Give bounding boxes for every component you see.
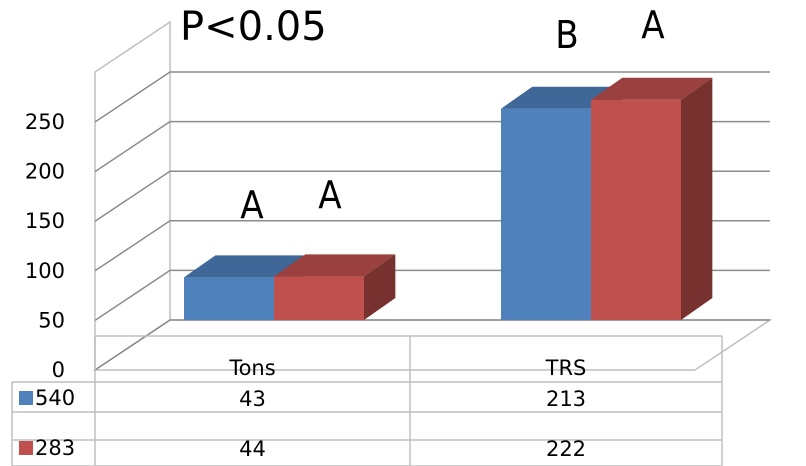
bar-side-283-Tons xyxy=(364,254,396,320)
significance-letters: A A B A xyxy=(240,3,665,227)
y-tick-label: 0 xyxy=(52,358,65,382)
data-table: Tons TRS 540 43 213 283 44 222 xyxy=(11,335,723,466)
bar-283-TRS xyxy=(591,99,681,320)
category-label: Tons xyxy=(228,356,275,380)
bar-283-Tons xyxy=(274,276,364,320)
significance-letter: A xyxy=(240,183,264,227)
floor xyxy=(92,319,773,371)
table-value: 222 xyxy=(546,437,586,461)
gridlines xyxy=(94,71,770,371)
y-tick-label: 100 xyxy=(25,259,65,283)
y-tick-label: 50 xyxy=(38,308,65,332)
table-value: 43 xyxy=(239,387,266,411)
significance-letter: A xyxy=(318,173,342,217)
significance-letter: A xyxy=(641,3,665,47)
significance-letter: B xyxy=(555,13,578,57)
y-tick-label: 250 xyxy=(25,110,65,134)
gridline xyxy=(94,71,770,123)
bar-top-540-Tons xyxy=(184,255,306,278)
y-tick-label: 150 xyxy=(25,209,65,233)
y-tick-label: 200 xyxy=(25,160,65,184)
bar-side-283-TRS xyxy=(681,77,713,320)
y-axis-ticks: 0 50 100 150 200 250 xyxy=(25,110,65,382)
bar-540-TRS xyxy=(501,108,591,320)
legend-key-540 xyxy=(19,391,33,405)
bar-540-Tons xyxy=(184,277,274,320)
bars xyxy=(184,77,713,320)
legend-label: 283 xyxy=(35,436,75,460)
legend-key-283 xyxy=(19,441,33,455)
gridline xyxy=(94,319,770,371)
table-value: 213 xyxy=(546,387,586,411)
category-label: TRS xyxy=(545,356,587,380)
legend-label: 540 xyxy=(35,386,75,410)
chart-title: P<0.05 xyxy=(180,4,327,50)
bar-top-283-TRS xyxy=(591,77,713,100)
bar-top-283-Tons xyxy=(274,254,396,277)
table-value: 44 xyxy=(239,437,266,461)
